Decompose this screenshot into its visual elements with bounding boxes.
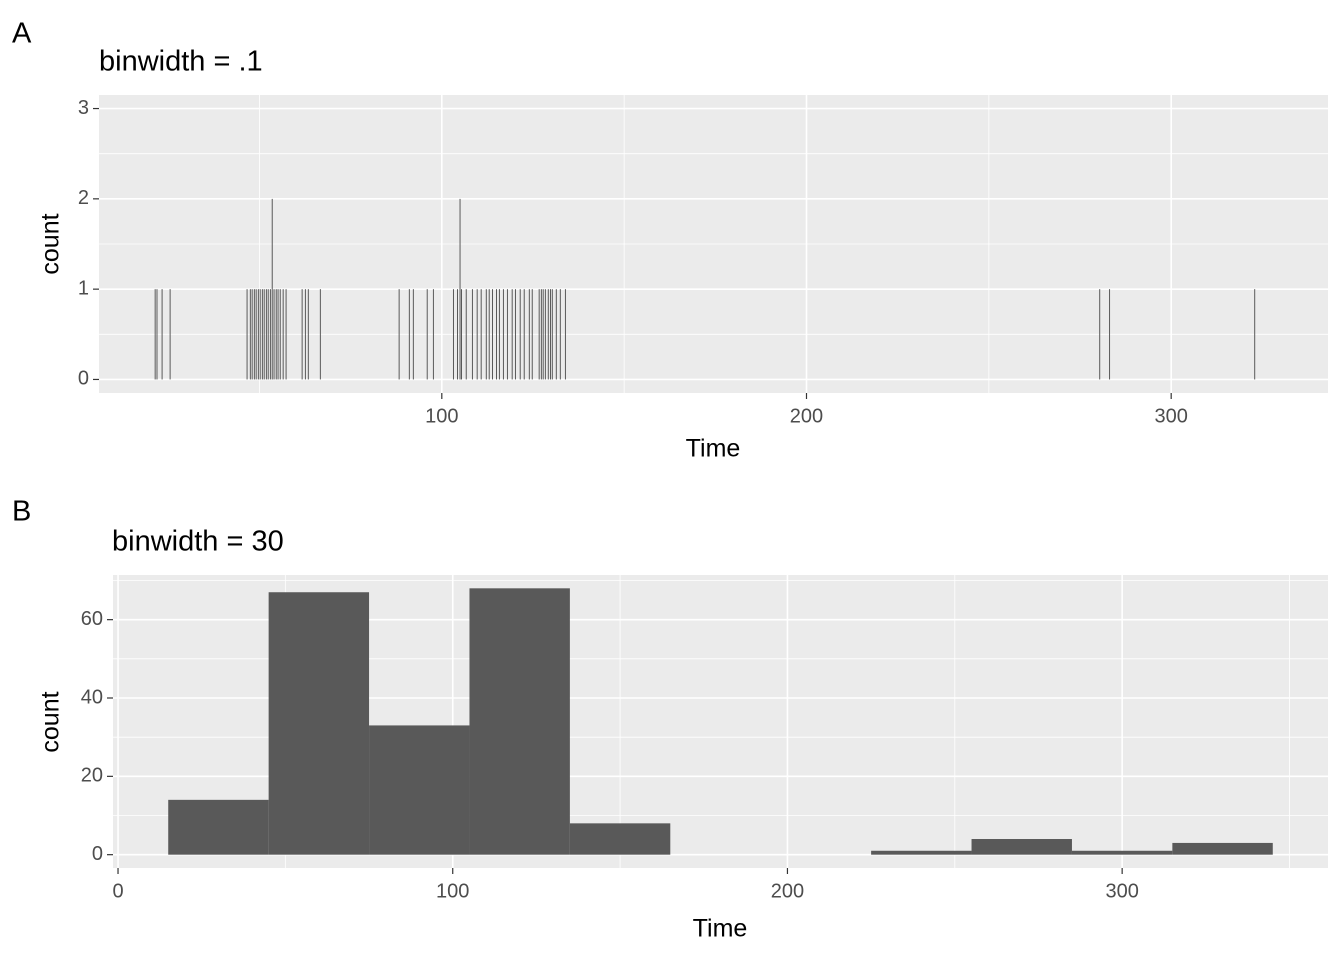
y-axis-label: count	[37, 213, 65, 274]
y-tick-label: 40	[81, 686, 103, 708]
y-tick-label: 1	[78, 277, 89, 299]
x-tick-label: 100	[436, 880, 469, 902]
y-tick-label: 60	[81, 608, 103, 630]
bar	[1172, 842, 1273, 855]
x-tick-label: 200	[771, 880, 804, 902]
bar	[168, 799, 269, 855]
y-axis-label: count	[37, 691, 65, 752]
x-tick-label: 0	[112, 880, 123, 902]
bar	[1071, 850, 1173, 855]
x-tick-label: 200	[790, 405, 823, 427]
y-tick-label: 0	[78, 368, 89, 390]
panel-tag: A	[12, 18, 32, 50]
x-axis-label: Time	[693, 915, 748, 943]
bar	[569, 823, 671, 855]
bar	[369, 725, 470, 855]
y-tick-label: 3	[78, 97, 89, 119]
bar	[469, 588, 570, 855]
x-axis-label: Time	[686, 435, 741, 463]
x-tick-label: 100	[425, 405, 458, 427]
chart-title: binwidth = 30	[112, 526, 284, 558]
chart-title: binwidth = .1	[99, 46, 263, 78]
bar	[871, 850, 972, 855]
y-tick-label: 20	[81, 765, 103, 787]
y-tick-label: 0	[92, 843, 103, 865]
x-tick-label: 300	[1105, 880, 1138, 902]
bar	[971, 839, 1072, 855]
x-tick-label: 300	[1154, 405, 1187, 427]
bar	[268, 592, 370, 855]
y-tick-label: 2	[78, 187, 89, 209]
panel-tag: B	[12, 496, 31, 528]
